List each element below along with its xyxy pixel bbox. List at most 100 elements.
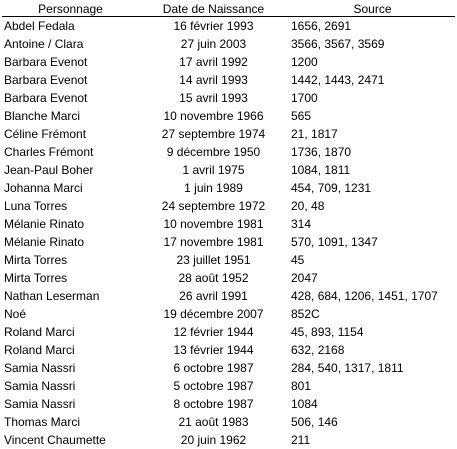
column-header-date-de-naissance: Date de Naissance xyxy=(137,1,288,17)
cell-source: 565 xyxy=(288,107,455,125)
cell-source: 1200 xyxy=(288,53,455,71)
cell-source: 570, 1091, 1347 xyxy=(288,233,455,251)
cell-personnage: Roland Marci xyxy=(2,323,137,341)
cell-personnage: Samia Nassri xyxy=(2,359,137,377)
cell-personnage: Barbara Evenot xyxy=(2,89,137,107)
cell-source: 1700 xyxy=(288,89,455,107)
cell-source: 45 xyxy=(288,251,455,269)
cell-date-de-naissance: 13 février 1944 xyxy=(137,341,288,359)
cell-source: 1084, 1811 xyxy=(288,161,455,179)
cell-personnage: Mélanie Rinato xyxy=(2,215,137,233)
cell-date-de-naissance: 5 octobre 1987 xyxy=(137,377,288,395)
cell-date-de-naissance: 17 avril 1992 xyxy=(137,53,288,71)
cell-personnage: Barbara Evenot xyxy=(2,71,137,89)
cell-date-de-naissance: 12 février 1944 xyxy=(137,323,288,341)
cell-date-de-naissance: 1 juin 1989 xyxy=(137,179,288,197)
cell-personnage: Samia Nassri xyxy=(2,377,137,395)
cell-personnage: Antoine / Clara xyxy=(2,35,137,53)
cell-source: 506, 146 xyxy=(288,413,455,431)
cell-date-de-naissance: 9 décembre 1950 xyxy=(137,143,288,161)
cell-personnage: Nathan Leserman xyxy=(2,287,137,305)
cell-date-de-naissance: 24 septembre 1972 xyxy=(137,197,288,215)
cell-date-de-naissance: 16 février 1993 xyxy=(137,17,288,36)
cell-personnage: Mirta Torres xyxy=(2,269,137,287)
cell-date-de-naissance: 8 octobre 1987 xyxy=(137,395,288,413)
cell-personnage: Barbara Evenot xyxy=(2,53,137,71)
cell-source: 3566, 3567, 3569 xyxy=(288,35,455,53)
cell-date-de-naissance: 26 avril 1991 xyxy=(137,287,288,305)
cell-personnage: Blanche Marci xyxy=(2,107,137,125)
cell-source: 1736, 1870 xyxy=(288,143,455,161)
cell-source: 852C xyxy=(288,305,455,323)
column-header-personnage: Personnage xyxy=(2,1,137,17)
cell-source: 21, 1817 xyxy=(288,125,455,143)
cell-personnage: Samia Nassri xyxy=(2,395,137,413)
cell-source: 2047 xyxy=(288,269,455,287)
cell-date-de-naissance: 6 octobre 1987 xyxy=(137,359,288,377)
cell-date-de-naissance: 10 novembre 1966 xyxy=(137,107,288,125)
column-header-source: Source xyxy=(288,1,455,17)
cell-source: 314 xyxy=(288,215,455,233)
cell-source: 454, 709, 1231 xyxy=(288,179,455,197)
header-row: Personnage Date de Naissance Source xyxy=(2,1,455,17)
cell-source: 284, 540, 1317, 1811 xyxy=(288,359,455,377)
cell-personnage: Luna Torres xyxy=(2,197,137,215)
cell-source: 428, 684, 1206, 1451, 1707 xyxy=(288,287,455,305)
cell-personnage: Charles Frémont xyxy=(2,143,137,161)
cell-source: 211 xyxy=(288,431,455,449)
cell-date-de-naissance: 15 avril 1993 xyxy=(137,89,288,107)
cell-date-de-naissance: 1 avril 1975 xyxy=(137,161,288,179)
cell-date-de-naissance: 20 juin 1962 xyxy=(137,431,288,449)
cell-date-de-naissance: 21 août 1983 xyxy=(137,413,288,431)
cell-date-de-naissance: 10 novembre 1981 xyxy=(137,215,288,233)
cell-date-de-naissance: 17 novembre 1981 xyxy=(137,233,288,251)
cell-personnage: Mélanie Rinato xyxy=(2,233,137,251)
cell-personnage: Vincent Chaumette xyxy=(2,431,137,449)
cell-personnage: Abdel Fedala xyxy=(2,17,137,36)
cell-source: 1442, 1443, 2471 xyxy=(288,71,455,89)
cell-personnage: Céline Frémont xyxy=(2,125,137,143)
cell-personnage: Noé xyxy=(2,305,137,323)
cell-personnage: Jean-Paul Boher xyxy=(2,161,137,179)
cell-source: 1656, 2691 xyxy=(288,17,455,36)
cell-date-de-naissance: 23 juillet 1951 xyxy=(137,251,288,269)
cell-source: 20, 48 xyxy=(288,197,455,215)
cell-source: 632, 2168 xyxy=(288,341,455,359)
cell-date-de-naissance: 28 août 1952 xyxy=(137,269,288,287)
cell-source: 1084 xyxy=(288,395,455,413)
cell-date-de-naissance: 14 avril 1993 xyxy=(137,71,288,89)
cell-personnage: Mirta Torres xyxy=(2,251,137,269)
cell-source: 45, 893, 1154 xyxy=(288,323,455,341)
cell-personnage: Thomas Marci xyxy=(2,413,137,431)
cell-date-de-naissance: 19 décembre 2007 xyxy=(137,305,288,323)
cell-personnage: Johanna Marci xyxy=(2,179,137,197)
cell-personnage: Roland Marci xyxy=(2,341,137,359)
cell-date-de-naissance: 27 juin 2003 xyxy=(137,35,288,53)
cell-date-de-naissance: 27 septembre 1974 xyxy=(137,125,288,143)
